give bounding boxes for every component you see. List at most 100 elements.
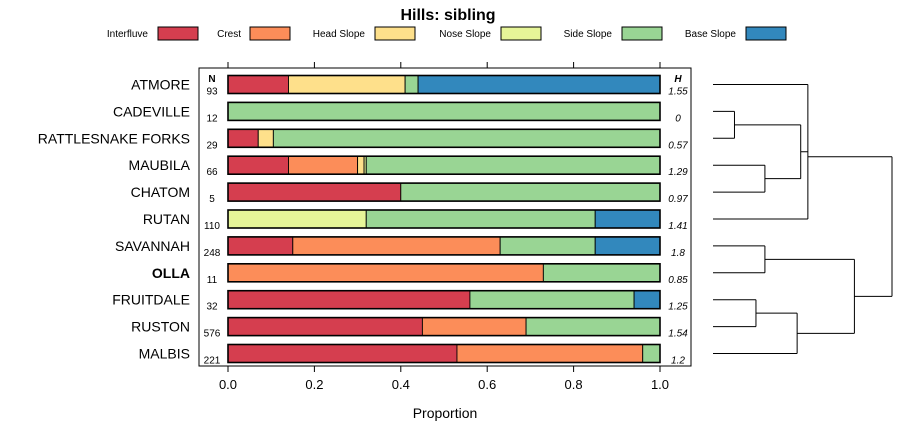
plot-panel bbox=[198, 67, 692, 367]
bar-row-olla: OLLA 11 0.85 bbox=[152, 262, 688, 286]
row-label-malbis: MALBIS bbox=[139, 346, 190, 362]
x-axis: 0.0 0.2 0.4 0.6 0.8 1.0 bbox=[219, 62, 669, 392]
h-value-rattlesnake-forks: 0.57 bbox=[668, 140, 688, 151]
x-tick-label-3: 0.6 bbox=[478, 377, 496, 392]
bar-outline-ruston bbox=[227, 316, 661, 337]
bar-row-malbis: MALBIS 221 1.2 bbox=[139, 343, 685, 367]
bar-row-chatom: CHATOM 5 0.97 bbox=[131, 182, 688, 205]
bar-segment-chatom-interfluve bbox=[227, 182, 402, 202]
n-value-olla: 11 bbox=[207, 275, 218, 286]
bar-segment-atmore-base-slope bbox=[417, 75, 661, 94]
h-value-savannah: 1.8 bbox=[671, 248, 685, 259]
n-value-cadeville: 12 bbox=[206, 113, 218, 124]
h-value-fruitdale: 1.25 bbox=[668, 302, 688, 313]
bar-segment-maubila-head-slope bbox=[357, 155, 365, 175]
bar-segment-olla-crest bbox=[227, 263, 544, 283]
bar-segment-atmore-interfluve bbox=[227, 75, 289, 94]
n-value-maubila: 66 bbox=[206, 167, 218, 178]
h-value-malbis: 1.2 bbox=[671, 356, 685, 367]
bar-segment-malbis-interfluve bbox=[227, 344, 458, 363]
legend-swatch-nose-slope bbox=[500, 26, 542, 41]
n-value-ruston: 576 bbox=[204, 329, 221, 340]
bar-outline-olla bbox=[227, 262, 661, 283]
legend-label-nose-slope: Nose Slope bbox=[439, 29, 491, 40]
h-value-rutan: 1.41 bbox=[668, 221, 687, 232]
bar-row-rutan: RUTAN 110 1.41 bbox=[143, 209, 688, 232]
legend-swatch-side-slope bbox=[621, 26, 663, 41]
n-column-header: N bbox=[208, 74, 215, 85]
row-label-atmore: ATMORE bbox=[131, 77, 190, 93]
bar-segment-olla-side-slope bbox=[542, 263, 661, 283]
n-value-savannah: 248 bbox=[204, 248, 221, 259]
bar-segment-cadeville-side-slope bbox=[227, 101, 661, 121]
bar-segment-rattlesnake-forks-head-slope bbox=[257, 128, 274, 148]
x-tick-label-5: 1.0 bbox=[651, 377, 669, 392]
bar-segment-malbis-side-slope bbox=[642, 344, 661, 363]
bar-rows: ATMORE 93 1.55 CADEVILLE 12 0 RATTLESNAKE FORK… bbox=[38, 74, 688, 367]
x-tick-label-0: 0.0 bbox=[219, 377, 237, 392]
bar-segment-fruitdale-base-slope bbox=[633, 290, 661, 310]
bar-outline-cadeville bbox=[227, 101, 661, 122]
bar-outline-atmore bbox=[227, 74, 661, 95]
bar-segment-fruitdale-side-slope bbox=[469, 290, 635, 310]
bar-segment-maubila-interfluve bbox=[227, 155, 289, 175]
row-label-rattlesnake-forks: RATTLESNAKE FORKS bbox=[38, 130, 190, 146]
bar-segment-atmore-head-slope bbox=[288, 75, 406, 94]
bar-segment-rutan-base-slope bbox=[594, 209, 661, 229]
h-value-ruston: 1.54 bbox=[668, 329, 688, 340]
row-label-chatom: CHATOM bbox=[131, 184, 190, 200]
h-value-maubila: 1.29 bbox=[668, 167, 688, 178]
bar-outline-rutan bbox=[227, 209, 661, 229]
bar-outline-rattlesnake-forks bbox=[227, 128, 661, 149]
row-label-cadeville: CADEVILLE bbox=[113, 103, 190, 119]
legend-label-side-slope: Side Slope bbox=[564, 29, 613, 40]
h-value-cadeville: 0 bbox=[675, 113, 681, 124]
n-value-fruitdale: 32 bbox=[206, 302, 218, 313]
h-column-header: H bbox=[674, 74, 682, 85]
bar-segment-chatom-side-slope bbox=[400, 182, 661, 202]
legend-label-interfluve: Interfluve bbox=[107, 29, 149, 40]
row-label-savannah: SAVANNAH bbox=[115, 238, 190, 254]
bar-row-maubila: MAUBILA 66 1.29 bbox=[129, 155, 688, 178]
bar-outline-chatom bbox=[227, 182, 661, 202]
bar-row-atmore: ATMORE 93 1.55 bbox=[131, 74, 688, 98]
legend-label-crest: Crest bbox=[217, 29, 241, 40]
row-label-olla: OLLA bbox=[152, 265, 190, 281]
row-label-maubila: MAUBILA bbox=[129, 157, 191, 173]
bar-segment-rutan-side-slope bbox=[365, 209, 596, 229]
legend-label-base-slope: Base Slope bbox=[685, 29, 737, 40]
bar-segment-savannah-base-slope bbox=[594, 236, 661, 256]
dendrogram bbox=[713, 84, 893, 354]
n-value-atmore: 93 bbox=[206, 87, 218, 98]
bar-outline-malbis bbox=[227, 343, 661, 364]
h-value-atmore: 1.55 bbox=[668, 87, 688, 98]
n-value-rutan: 110 bbox=[204, 221, 220, 232]
bar-segment-ruston-interfluve bbox=[227, 317, 423, 337]
bar-segment-ruston-side-slope bbox=[525, 317, 661, 337]
bar-segment-malbis-crest bbox=[456, 344, 644, 363]
h-value-chatom: 0.97 bbox=[668, 194, 688, 205]
bar-segment-fruitdale-interfluve bbox=[227, 290, 471, 310]
bar-segment-atmore-side-slope bbox=[404, 75, 419, 94]
bar-row-fruitdale: FRUITDALE 32 1.25 bbox=[112, 289, 688, 313]
bar-outline-maubila bbox=[227, 155, 661, 175]
x-tick-label-1: 0.2 bbox=[305, 377, 323, 392]
bar-row-cadeville: CADEVILLE 12 0 bbox=[113, 101, 681, 124]
bar-segment-rutan-nose-slope bbox=[227, 209, 367, 229]
bar-segment-rattlesnake-forks-side-slope bbox=[272, 128, 661, 148]
h-value-olla: 0.85 bbox=[668, 275, 688, 286]
x-axis-label: Proportion bbox=[413, 405, 478, 421]
bar-segment-savannah-side-slope bbox=[499, 236, 596, 256]
legend-label-head-slope: Head Slope bbox=[313, 29, 366, 40]
x-tick-label-4: 0.8 bbox=[565, 377, 583, 392]
row-label-ruston: RUSTON bbox=[131, 319, 190, 335]
legend: Interfluve Crest Head Slope Nose Slope Side … bbox=[107, 26, 787, 41]
bar-outline-fruitdale bbox=[227, 289, 661, 310]
chart-title: Hills: sibling bbox=[400, 7, 495, 24]
legend-swatch-interfluve bbox=[157, 26, 199, 41]
bar-segment-ruston-crest bbox=[421, 317, 527, 337]
bar-segment-maubila-side-slope bbox=[365, 155, 661, 175]
n-value-rattlesnake-forks: 29 bbox=[206, 140, 218, 151]
bar-segment-maubila-crest bbox=[288, 155, 359, 175]
